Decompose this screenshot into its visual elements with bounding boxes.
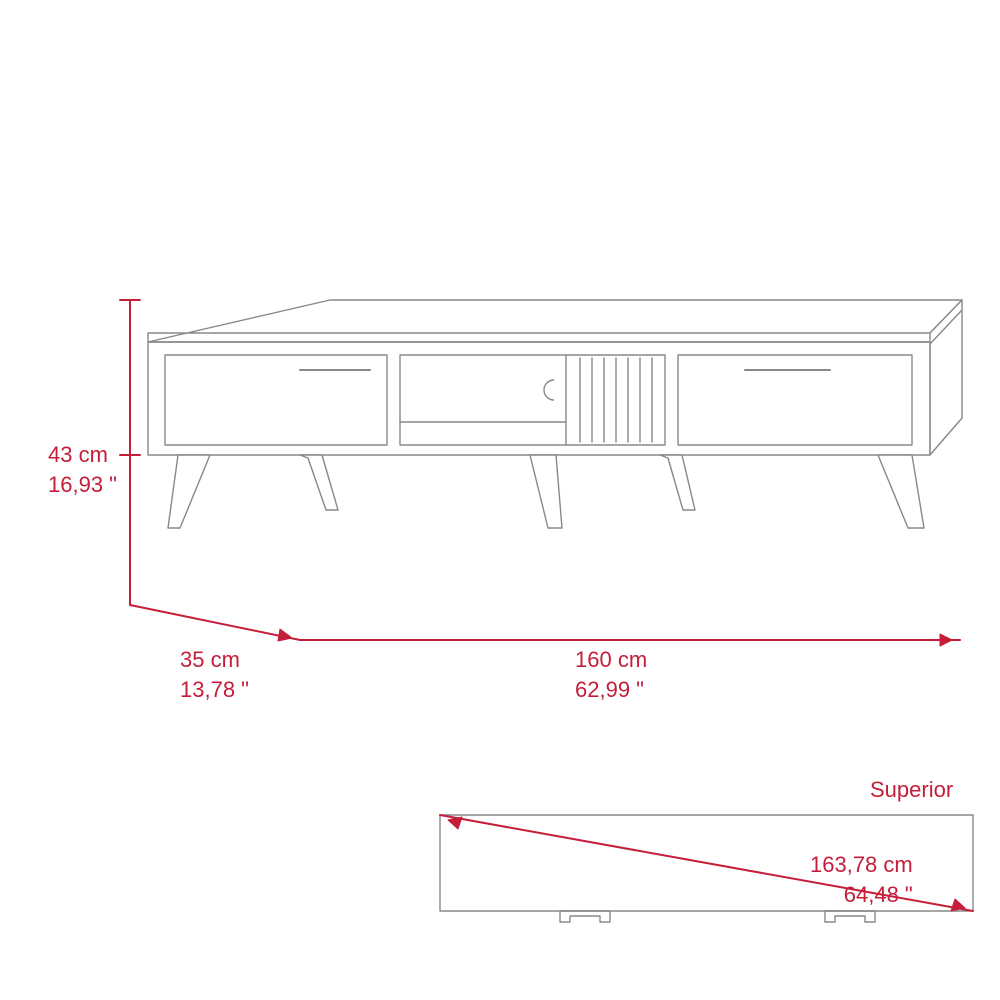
dim-diag-cm: 163,78 cm xyxy=(810,850,913,880)
dim-height: 43 cm 16,93 " xyxy=(48,440,117,499)
dim-height-cm: 43 cm xyxy=(48,440,117,470)
dim-height-in: 16,93 " xyxy=(48,470,117,500)
dim-diagonal: 163,78 cm 64,48 " xyxy=(810,850,913,909)
dim-diag-in: 64,48 " xyxy=(810,880,913,910)
dim-depth: 35 cm 13,78 " xyxy=(180,645,249,704)
superior-label: Superior xyxy=(870,775,953,805)
dim-width-cm: 160 cm xyxy=(575,645,647,675)
superior-label-text: Superior xyxy=(870,775,953,805)
dim-width: 160 cm 62,99 " xyxy=(575,645,647,704)
dim-width-in: 62,99 " xyxy=(575,675,647,705)
dim-depth-in: 13,78 " xyxy=(180,675,249,705)
dim-depth-cm: 35 cm xyxy=(180,645,249,675)
